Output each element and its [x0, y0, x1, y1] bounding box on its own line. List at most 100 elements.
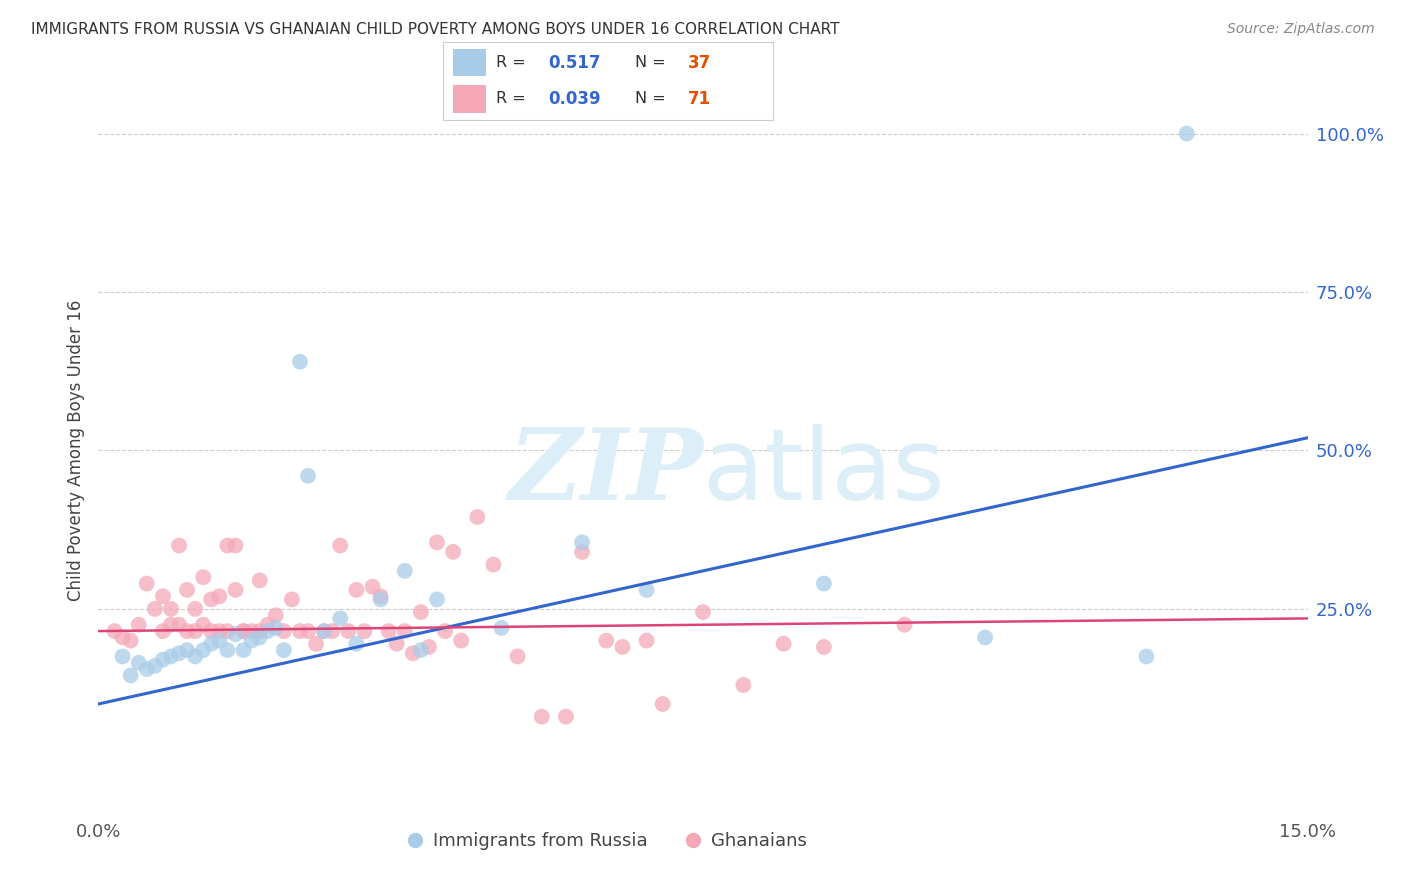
Point [426, 592, 449, 607]
Point [361, 580, 384, 594]
Point [167, 646, 190, 660]
Point [772, 637, 794, 651]
Point [232, 624, 254, 639]
Point [152, 624, 174, 639]
Point [370, 589, 392, 603]
Point [273, 624, 295, 639]
Point [176, 582, 198, 597]
Point [426, 535, 449, 549]
Text: 0.517: 0.517 [548, 54, 602, 71]
Point [893, 617, 915, 632]
Point [571, 535, 593, 549]
Text: atlas: atlas [703, 424, 945, 521]
Point [1135, 649, 1157, 664]
Text: IMMIGRANTS FROM RUSSIA VS GHANAIAN CHILD POVERTY AMONG BOYS UNDER 16 CORRELATION: IMMIGRANTS FROM RUSSIA VS GHANAIAN CHILD… [31, 22, 839, 37]
Point [120, 668, 142, 682]
Text: N =: N = [634, 55, 671, 70]
Point [152, 652, 174, 666]
Point [264, 621, 287, 635]
Point [273, 643, 295, 657]
Point [160, 602, 183, 616]
Point [217, 624, 239, 639]
Point [184, 649, 207, 664]
Point [208, 624, 231, 639]
Point [256, 624, 278, 639]
Point [160, 649, 183, 664]
Bar [453, 49, 486, 77]
Point [111, 631, 134, 645]
Point [733, 678, 755, 692]
Point [344, 637, 367, 651]
Point [143, 602, 166, 616]
Point [281, 592, 304, 607]
Text: R =: R = [496, 91, 530, 106]
Point [128, 617, 150, 632]
Point [974, 631, 997, 645]
Point [224, 539, 246, 553]
Point [465, 510, 488, 524]
Point [232, 643, 254, 657]
Point [418, 640, 440, 654]
Point [152, 589, 174, 603]
Point [612, 640, 634, 654]
Text: Source: ZipAtlas.com: Source: ZipAtlas.com [1227, 22, 1375, 37]
Point [394, 624, 416, 639]
Point [353, 624, 375, 639]
Text: 0.039: 0.039 [548, 90, 602, 108]
Point [200, 624, 222, 639]
Point [184, 602, 207, 616]
Text: R =: R = [496, 55, 530, 70]
Point [217, 539, 239, 553]
Point [394, 564, 416, 578]
Point [297, 468, 319, 483]
Point [176, 624, 198, 639]
Point [651, 697, 673, 711]
Point [184, 624, 207, 639]
Point [530, 709, 553, 723]
Point [103, 624, 125, 639]
Point [224, 582, 246, 597]
Point [256, 617, 278, 632]
Point [249, 574, 271, 588]
Point [193, 617, 215, 632]
Point [135, 576, 157, 591]
Point [297, 624, 319, 639]
Point [409, 643, 432, 657]
Point [636, 633, 658, 648]
Point [595, 633, 617, 648]
Point [217, 643, 239, 657]
Point [441, 545, 464, 559]
Point [402, 646, 425, 660]
Point [193, 570, 215, 584]
Point [208, 589, 231, 603]
Point [193, 643, 215, 657]
Point [491, 621, 513, 635]
Point [167, 617, 190, 632]
Legend: Immigrants from Russia, Ghanaians: Immigrants from Russia, Ghanaians [399, 824, 814, 857]
Point [692, 605, 714, 619]
Point [813, 640, 835, 654]
Point [506, 649, 529, 664]
Point [813, 576, 835, 591]
Point [167, 539, 190, 553]
Point [208, 633, 231, 648]
Point [249, 624, 271, 639]
Point [200, 592, 222, 607]
Y-axis label: Child Poverty Among Boys Under 16: Child Poverty Among Boys Under 16 [66, 300, 84, 601]
Point [329, 539, 352, 553]
Point [370, 592, 392, 607]
Point [249, 631, 271, 645]
Point [232, 624, 254, 639]
Point [329, 611, 352, 625]
Point [160, 617, 183, 632]
Point [135, 662, 157, 676]
Point [200, 637, 222, 651]
Point [321, 624, 343, 639]
Point [314, 624, 336, 639]
Bar [453, 85, 486, 112]
Point [571, 545, 593, 559]
Point [288, 355, 311, 369]
Point [636, 582, 658, 597]
Point [409, 605, 432, 619]
Text: ZIP: ZIP [508, 424, 703, 520]
